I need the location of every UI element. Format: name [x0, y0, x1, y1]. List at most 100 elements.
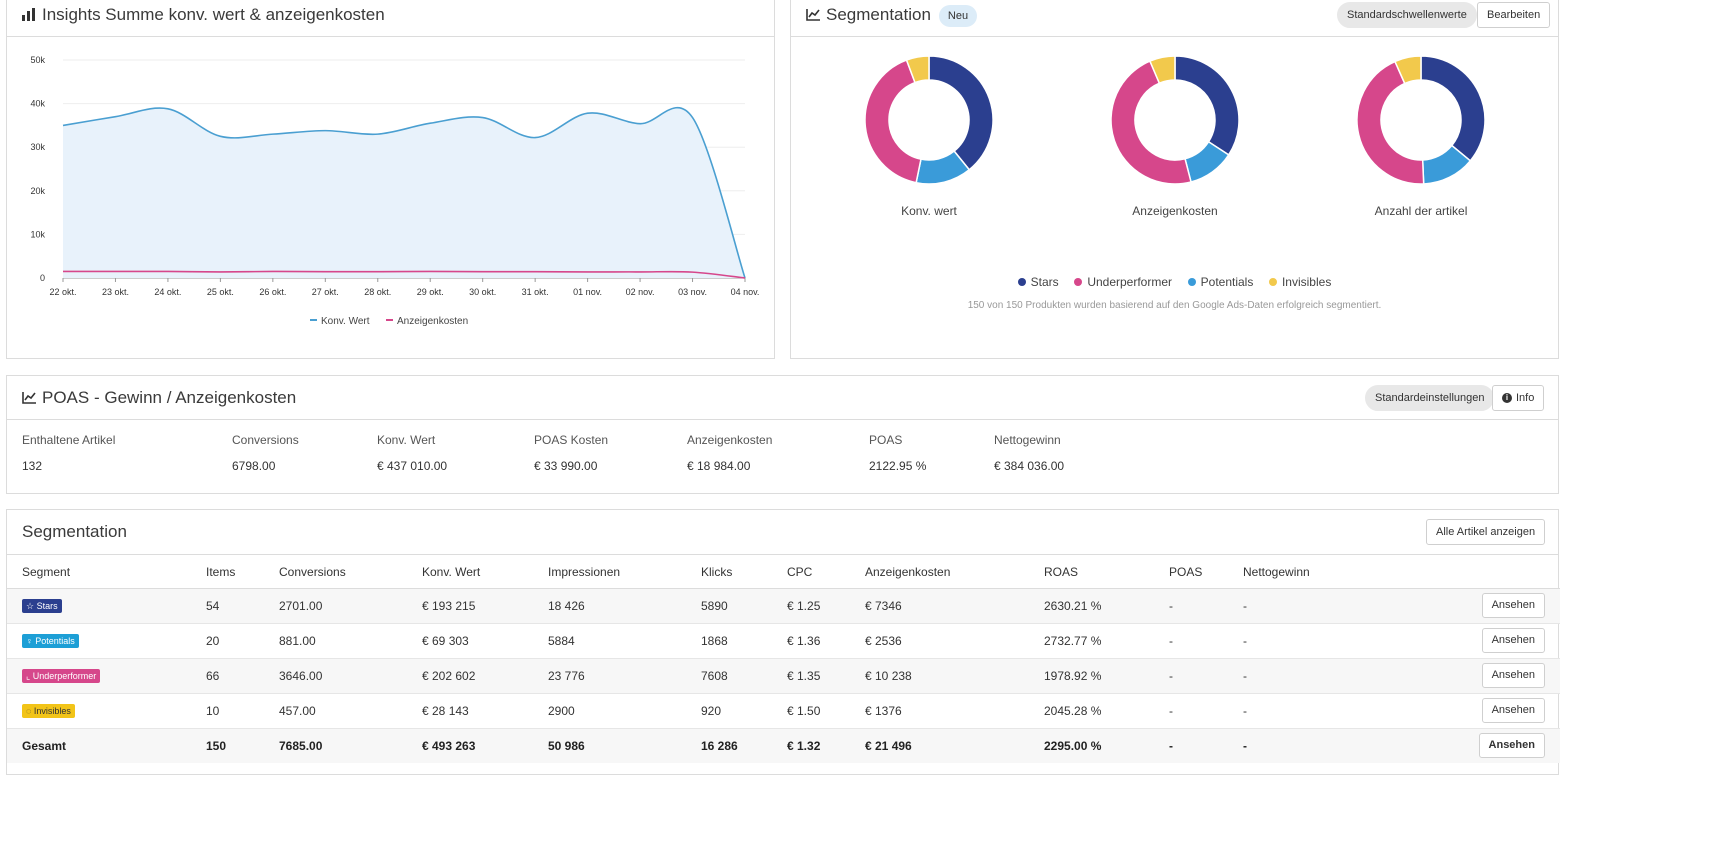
info-button[interactable]: i Info — [1492, 385, 1545, 411]
metric-value-konv-wert: € 437 010.00 — [377, 459, 448, 473]
table-cell: - — [1154, 658, 1228, 694]
legend-label: Stars — [1030, 275, 1059, 289]
table-cell: 2045.28 % — [1029, 693, 1154, 729]
table-row: ⌞ Underperformer 66 3646.00 € 202 602 23 776… — [7, 658, 1560, 694]
table-cell: - — [1228, 623, 1378, 659]
metric-value-poas: 2122.95 % — [869, 459, 927, 473]
table-cell: 66 — [191, 658, 264, 694]
eye-slash-icon: ◌ — [26, 706, 34, 716]
edit-button[interactable]: Bearbeiten — [1477, 2, 1551, 28]
table-cell: 2732.77 % — [1029, 623, 1154, 659]
segment-cell: ◌ Invisibles — [7, 693, 191, 729]
col-cpc: CPC — [772, 556, 850, 589]
donut-1: Anzeigenkosten — [1110, 55, 1240, 218]
legend-label: Potentials — [1200, 275, 1254, 289]
segmentation-donuts: Konv. wert Anzeigenkosten Anzahl der artik… — [864, 55, 1486, 218]
segmentation-chart-header: Segmentation Neu Standardschwellenwerte B… — [791, 0, 1558, 37]
table-cell: € 2536 — [850, 623, 1029, 659]
legend-label: Invisibles — [1281, 275, 1332, 289]
table-cell: € 193 215 — [407, 588, 533, 624]
col-impressions: Impressionen — [533, 556, 686, 589]
metric-label-conversions: Conversions — [232, 433, 299, 447]
donut-slice-stars — [1420, 55, 1486, 162]
view-button[interactable]: Ansehen — [1481, 628, 1545, 653]
legend-dot — [1017, 278, 1026, 286]
col-conversions: Conversions — [264, 556, 407, 589]
star-icon: ☆ — [26, 601, 37, 611]
show-all-articles-button[interactable]: Alle Artikel anzeigen — [1426, 519, 1546, 545]
table-cell: 1868 — [686, 623, 772, 659]
chart-icon: ⌞ — [26, 671, 33, 681]
x-tick-label: 29 okt. — [417, 287, 444, 297]
segmentation-table: Segment Items Conversions Konv. Wert Imp… — [7, 556, 1560, 763]
insights-card-header: Insights Summe konv. wert & anzeigenkost… — [7, 0, 774, 37]
action-cell: Ansehen — [1378, 623, 1560, 659]
segment-badge-label: Underperformer — [32, 671, 97, 681]
table-cell: € 1.50 — [772, 693, 850, 729]
table-cell: 20 — [191, 623, 264, 659]
metric-label-net-profit: Nettogewinn — [994, 433, 1061, 447]
donut-title: Konv. wert — [901, 204, 957, 218]
table-cell: 18 426 — [533, 588, 686, 624]
x-tick-label: 30 okt. — [469, 287, 496, 297]
action-cell: Ansehen — [1378, 658, 1560, 694]
segmentation-chart-card: Segmentation Neu Standardschwellenwerte B… — [790, 0, 1559, 359]
metric-label-konv-wert: Konv. Wert — [377, 433, 436, 447]
col-net-profit: Nettogewinn — [1228, 556, 1378, 589]
col-action — [1378, 556, 1560, 589]
x-tick-label: 27 okt. — [312, 287, 339, 297]
donut-slice-invisibles — [905, 55, 930, 84]
x-tick-label: 28 okt. — [364, 287, 391, 297]
table-cell: 2630.21 % — [1029, 588, 1154, 624]
segmentation-table-card: Segmentation Alle Artikel anzeigen Segme… — [6, 509, 1560, 775]
table-header-row: Segment Items Conversions Konv. Wert Imp… — [7, 556, 1560, 589]
col-roas: ROAS — [1029, 556, 1154, 589]
table-cell: € 7346 — [850, 588, 1029, 624]
table-cell: € 1.35 — [772, 658, 850, 694]
series-line-1 — [62, 270, 746, 279]
table-cell: - — [1154, 588, 1228, 624]
col-items: Items — [191, 556, 264, 589]
segmentation-table-body: ☆ Stars 54 2701.00 € 193 215 18 426 5890 € 1.2… — [7, 588, 1560, 763]
line-chart-legend: Konv. Wert Anzeigenkosten — [310, 316, 468, 327]
metric-value-poas-costs: € 33 990.00 — [534, 459, 598, 473]
insights-line-chart: 0 10k 20k 30k 40k 50k 22 okt. 23 okt. 24 okt. 25 … — [30, 55, 759, 327]
table-cell: 23 776 — [533, 658, 686, 694]
default-settings-button[interactable]: Standardeinstellungen — [1365, 385, 1495, 411]
metric-label-poas: POAS — [869, 433, 903, 447]
info-button-label: Info — [1516, 392, 1535, 404]
series-line-0 — [62, 106, 746, 279]
view-button[interactable]: Ansehen — [1478, 733, 1545, 759]
table-total-row: Gesamt 150 7685.00 € 493 263 50 986 16 286 € 1… — [7, 728, 1560, 763]
y-tick-label: 10k — [30, 229, 45, 239]
x-tick-label: 25 okt. — [207, 287, 234, 297]
default-thresholds-button[interactable]: Standardschwellenwerte — [1337, 2, 1477, 28]
col-segment: Segment — [7, 556, 191, 589]
poas-header: POAS - Gewinn / Anzeigenkosten Standarde… — [7, 376, 1558, 420]
col-ad-costs: Anzeigenkosten — [850, 556, 1029, 589]
table-cell: 7685.00 — [264, 728, 407, 763]
y-tick-label: 20k — [30, 186, 45, 196]
table-cell: 881.00 — [264, 623, 407, 659]
table-cell: - — [1228, 728, 1378, 763]
x-tick-label: 24 okt. — [154, 287, 181, 297]
table-cell: - — [1228, 658, 1378, 694]
legend-potentials: Potentials — [1187, 275, 1254, 289]
table-cell: 150 — [191, 728, 264, 763]
segment-cell: ♀ Potentials — [7, 623, 191, 659]
table-cell: € 69 303 — [407, 623, 533, 659]
view-button[interactable]: Ansehen — [1481, 663, 1545, 688]
x-tick-label: 03 nov. — [678, 287, 707, 297]
table-cell: - — [1154, 623, 1228, 659]
segment-badge-label: Invisibles — [33, 706, 71, 716]
table-cell: 50 986 — [533, 728, 686, 763]
segmentation-chart-title: Segmentation Neu — [806, 0, 978, 35]
table-cell: € 493 263 — [407, 728, 533, 763]
view-button[interactable]: Ansehen — [1481, 698, 1545, 723]
view-button[interactable]: Ansehen — [1481, 593, 1545, 618]
x-tick-label: 31 okt. — [522, 287, 549, 297]
table-cell: € 1.25 — [772, 588, 850, 624]
y-tick-label: 40k — [30, 99, 45, 109]
table-cell: € 1.32 — [772, 728, 850, 763]
legend-underperformer: Underperformer — [1074, 275, 1172, 289]
